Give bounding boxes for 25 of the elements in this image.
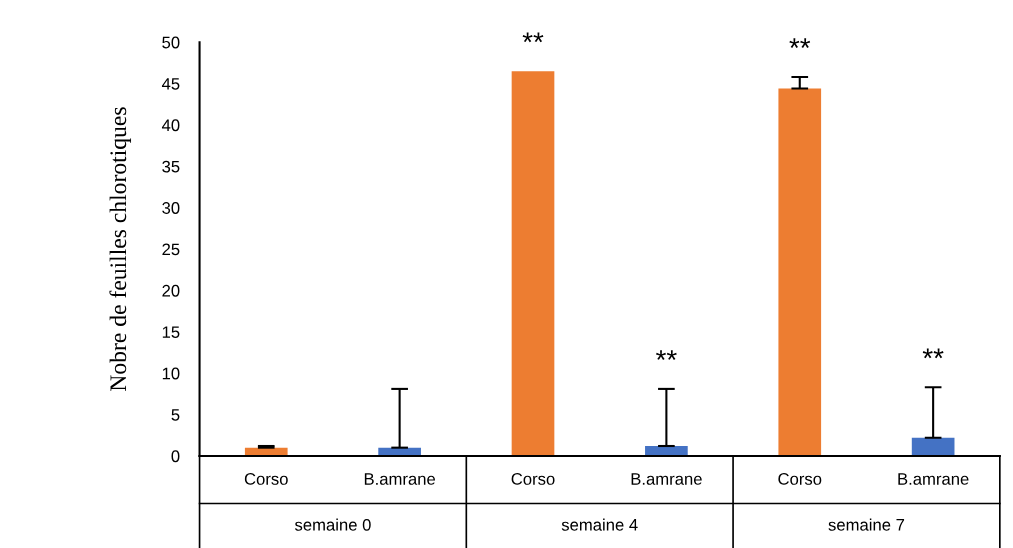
x-tick-label: B.amrane (364, 473, 436, 485)
data-label: ** (922, 348, 944, 359)
y-tick-label: 5 (171, 409, 180, 421)
x-tick-label: Corso (244, 473, 288, 485)
data-label: ** (789, 38, 811, 48)
y-tick-label: 25 (162, 243, 180, 256)
x-tick-label: Corso (511, 473, 555, 485)
y-axis-title: Nobre de feuilles chlorotiques (109, 107, 132, 391)
x-tick-label: B.amrane (898, 473, 969, 485)
y-tick-label: 30 (162, 202, 180, 214)
x-tick-label: B.amrane (631, 473, 702, 485)
y-tick-label: 20 (162, 284, 180, 297)
text: semaine 0 (294, 518, 371, 531)
y-tick-label: 10 (162, 367, 180, 380)
text: semaine 7 (828, 518, 905, 531)
data-label: ** (522, 32, 544, 43)
y-tick-label: 35 (162, 160, 180, 173)
y-tick-label: 40 (161, 119, 180, 132)
text: semaine 4 (561, 518, 638, 531)
x-tick-label: Corso (778, 473, 822, 485)
y-tick-label: 50 (162, 36, 180, 49)
y-tick-label: 0 (171, 450, 180, 463)
data-label: ** (656, 350, 677, 360)
y-tick-label: 15 (162, 326, 180, 339)
y-tick-label: 45 (161, 78, 180, 90)
